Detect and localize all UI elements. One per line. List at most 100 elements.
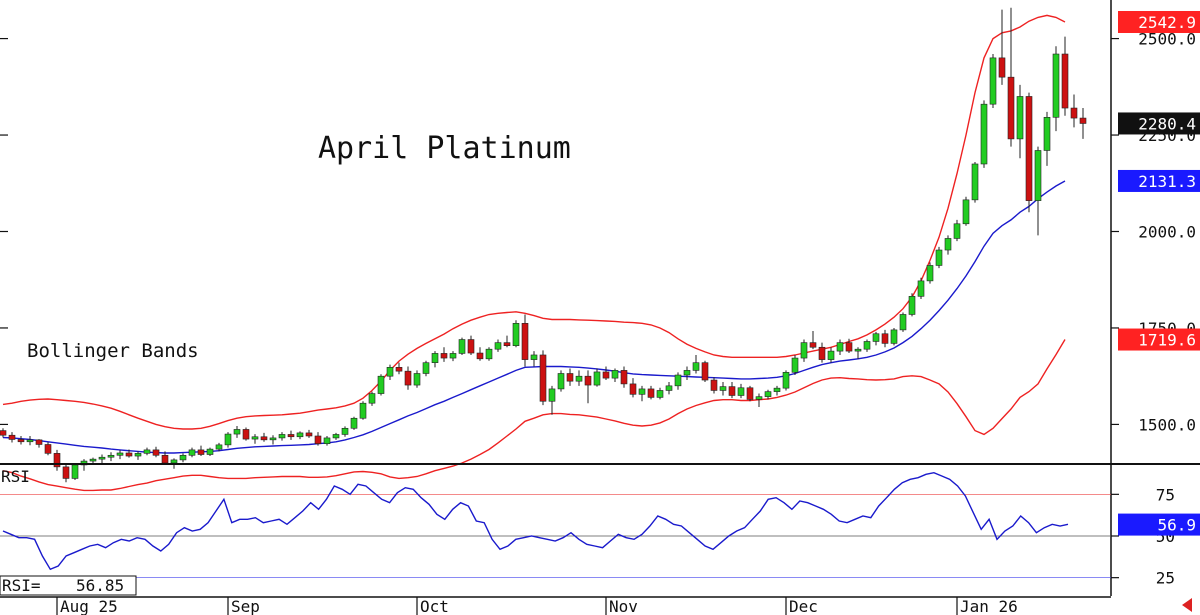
candle-down — [440, 347, 448, 362]
candle-body — [62, 466, 70, 479]
candle-down — [521, 314, 529, 367]
candle-body — [692, 362, 700, 371]
chart-title: April Platinum — [318, 131, 571, 166]
candle-up — [269, 435, 277, 445]
candle-up — [98, 454, 106, 463]
candle-body — [26, 439, 34, 443]
candle-down — [260, 432, 268, 442]
scroll-left-arrow-icon[interactable] — [1182, 598, 1192, 612]
candle-up — [683, 366, 691, 381]
candle-up — [179, 453, 187, 463]
candle-up — [773, 385, 781, 396]
candle-up — [719, 381, 727, 396]
candle-body — [908, 296, 916, 315]
candle-down — [1007, 7, 1015, 147]
candle-up — [323, 435, 331, 446]
candle-up — [224, 432, 232, 448]
candle-up — [890, 327, 898, 346]
candle-body — [1034, 150, 1042, 201]
candle-body — [710, 379, 718, 391]
candle-up — [872, 331, 880, 346]
date-label: Aug 25 — [60, 597, 118, 615]
candle-down — [152, 446, 160, 458]
candle-up — [989, 54, 997, 109]
candle-body — [476, 352, 484, 360]
candle-down — [1079, 108, 1087, 139]
candle-body — [125, 452, 133, 457]
rsi-readout-value: 56.85 — [76, 576, 124, 595]
candle-body — [170, 459, 178, 464]
candle-body — [152, 449, 160, 456]
rsi-reference-lines — [0, 493, 1111, 579]
candle-up — [386, 364, 394, 381]
candle-body — [17, 439, 25, 443]
candle-body — [296, 432, 304, 438]
candle-up — [962, 196, 970, 226]
rsi-tick-label: 75 — [1156, 485, 1175, 504]
candle-up — [557, 370, 565, 392]
candle-body — [143, 449, 151, 454]
candle-body — [971, 163, 979, 201]
candle-down — [62, 464, 70, 483]
candle-up — [494, 339, 502, 352]
rsi-line — [2, 471, 1069, 571]
candle-body — [494, 342, 502, 350]
candle-body — [917, 280, 925, 297]
candle-body — [323, 437, 331, 445]
candle-up — [413, 370, 421, 388]
candle-up — [71, 463, 79, 480]
candle-down — [8, 432, 16, 443]
candle-body — [431, 353, 439, 363]
candle-up — [782, 370, 790, 391]
candle-down — [647, 385, 655, 400]
candle-up — [485, 347, 493, 361]
candle-down — [602, 366, 610, 381]
candle-body — [683, 370, 691, 376]
upper-band-tag-label: 2542.9 — [1138, 13, 1196, 32]
candle-body — [791, 357, 799, 373]
candle-body — [728, 386, 736, 396]
candle-body — [719, 386, 727, 391]
candle-down — [44, 442, 52, 456]
candle-down — [620, 366, 628, 388]
candle-body — [1043, 116, 1051, 151]
candle-body — [566, 373, 574, 382]
candle-body — [134, 453, 142, 457]
candle-body — [287, 434, 295, 438]
candle-up — [836, 339, 844, 355]
candle-down — [503, 335, 511, 348]
candle-up — [350, 416, 358, 430]
candle-body — [422, 362, 430, 374]
candle-body — [521, 323, 529, 360]
candle-body — [809, 342, 817, 348]
candle-down — [476, 347, 484, 361]
candle-up — [431, 351, 439, 368]
candle-body — [44, 444, 52, 454]
candle-body — [107, 454, 115, 458]
candle-body — [827, 350, 835, 360]
candle-body — [998, 57, 1006, 78]
candle-down — [881, 329, 889, 348]
candle-up — [422, 360, 430, 377]
candle-body — [35, 439, 43, 445]
candle-body — [557, 373, 565, 390]
lower-band-tag-box — [1118, 328, 1200, 351]
last-price-tag: 2280.4 — [1118, 112, 1200, 135]
candle-down — [710, 377, 718, 394]
candle-body — [593, 371, 601, 386]
candle-body — [1007, 76, 1015, 140]
candle-up — [638, 385, 646, 402]
candle-up — [656, 387, 664, 400]
candle-body — [539, 354, 547, 402]
candle-body — [584, 375, 592, 386]
candle-up — [1016, 84, 1024, 159]
rsi-tag-label: 56.9 — [1157, 516, 1196, 535]
candle-body — [467, 339, 475, 354]
candle-up — [368, 391, 376, 406]
candle-body — [368, 393, 376, 404]
candle-body — [332, 434, 340, 439]
rsi-readout-label: RSI= — [2, 576, 41, 595]
candle-body — [197, 449, 205, 455]
candle-body — [548, 388, 556, 402]
bollinger-annotation: Bollinger Bands — [27, 340, 199, 362]
